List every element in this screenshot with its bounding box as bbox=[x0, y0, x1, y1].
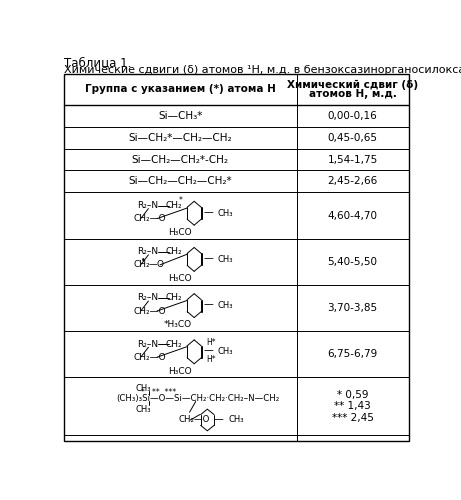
Text: *   **  ***: * ** *** bbox=[141, 388, 176, 397]
Text: 0,45-0,65: 0,45-0,65 bbox=[328, 132, 378, 142]
Text: 6,75-6,79: 6,75-6,79 bbox=[327, 349, 378, 359]
Text: CH₃: CH₃ bbox=[135, 404, 151, 413]
Text: CH₃: CH₃ bbox=[218, 208, 233, 218]
Text: 4,60-4,70: 4,60-4,70 bbox=[328, 210, 378, 220]
Text: CH₃: CH₃ bbox=[218, 301, 233, 310]
Text: CH₂—O: CH₂—O bbox=[134, 306, 166, 316]
Text: H*: H* bbox=[207, 338, 216, 347]
Text: CH₂—O: CH₂—O bbox=[134, 214, 166, 223]
Text: CH₂: CH₂ bbox=[165, 340, 183, 348]
Text: Si—CH₂*—CH₂—CH₂: Si—CH₂*—CH₂—CH₂ bbox=[129, 132, 232, 142]
Text: H*: H* bbox=[207, 355, 216, 364]
Text: —: — bbox=[203, 206, 213, 216]
Text: CH₃: CH₃ bbox=[228, 416, 243, 424]
Text: CH₂: CH₂ bbox=[165, 294, 183, 302]
Text: 1,54-1,75: 1,54-1,75 bbox=[327, 154, 378, 164]
Text: R₂–N: R₂–N bbox=[137, 201, 159, 210]
Text: CH₂—O: CH₂—O bbox=[179, 416, 210, 424]
Text: 2,45-2,66: 2,45-2,66 bbox=[327, 176, 378, 186]
Text: —: — bbox=[214, 414, 224, 424]
Text: —O: —O bbox=[148, 260, 165, 270]
Text: H₃CO: H₃CO bbox=[168, 274, 192, 283]
Text: •: • bbox=[141, 256, 145, 264]
Text: CH₃: CH₃ bbox=[218, 255, 233, 264]
Text: CH₂—O: CH₂—O bbox=[134, 352, 166, 362]
Text: —: — bbox=[203, 299, 213, 309]
Text: —: — bbox=[203, 346, 213, 356]
Text: R₂–N: R₂–N bbox=[137, 294, 159, 302]
Text: H₃CO: H₃CO bbox=[168, 228, 192, 237]
Text: Группа с указанием (*) атома H: Группа с указанием (*) атома H bbox=[85, 84, 276, 94]
Text: Химический сдвиг (δ): Химический сдвиг (δ) bbox=[287, 80, 418, 90]
Text: *H₃CO: *H₃CO bbox=[164, 320, 192, 330]
Text: Таблица 1.: Таблица 1. bbox=[64, 56, 131, 70]
Text: Si—CH₂—CH₂*-CH₂: Si—CH₂—CH₂*-CH₂ bbox=[132, 154, 229, 164]
Text: 3,70-3,85: 3,70-3,85 bbox=[328, 303, 378, 313]
Text: CH₂: CH₂ bbox=[134, 260, 150, 270]
Text: 5,40-5,50: 5,40-5,50 bbox=[328, 256, 378, 266]
Text: CH₂: CH₂ bbox=[165, 247, 183, 256]
Text: CH₃: CH₃ bbox=[218, 348, 233, 356]
Text: * 0,59
** 1,43
*** 2,45: * 0,59 ** 1,43 *** 2,45 bbox=[332, 390, 373, 422]
Text: Si—CH₃*: Si—CH₃* bbox=[158, 110, 202, 120]
Text: H₃CO: H₃CO bbox=[168, 366, 192, 376]
Text: *: * bbox=[178, 196, 182, 205]
Text: R₂–N: R₂–N bbox=[137, 340, 159, 348]
Text: Si—CH₂—CH₂—CH₂*: Si—CH₂—CH₂—CH₂* bbox=[129, 176, 232, 186]
Text: 0,00-0,16: 0,00-0,16 bbox=[328, 110, 378, 120]
Text: —: — bbox=[203, 253, 213, 263]
Text: атомов H, м.д.: атомов H, м.д. bbox=[309, 90, 396, 100]
Text: (CH₃)₃Si—O—Si—CH₂·CH₂·CH₂–N—CH₂: (CH₃)₃Si—O—Si—CH₂·CH₂·CH₂–N—CH₂ bbox=[117, 394, 280, 403]
Text: CH₂: CH₂ bbox=[165, 201, 183, 210]
Text: Химические сдвиги (δ) атомов ¹H, м.д. в бензоксазинорганосилоксанах: Химические сдвиги (δ) атомов ¹H, м.д. в … bbox=[64, 65, 461, 75]
Text: R₂–N: R₂–N bbox=[137, 247, 159, 256]
Text: CH₃: CH₃ bbox=[135, 384, 151, 393]
